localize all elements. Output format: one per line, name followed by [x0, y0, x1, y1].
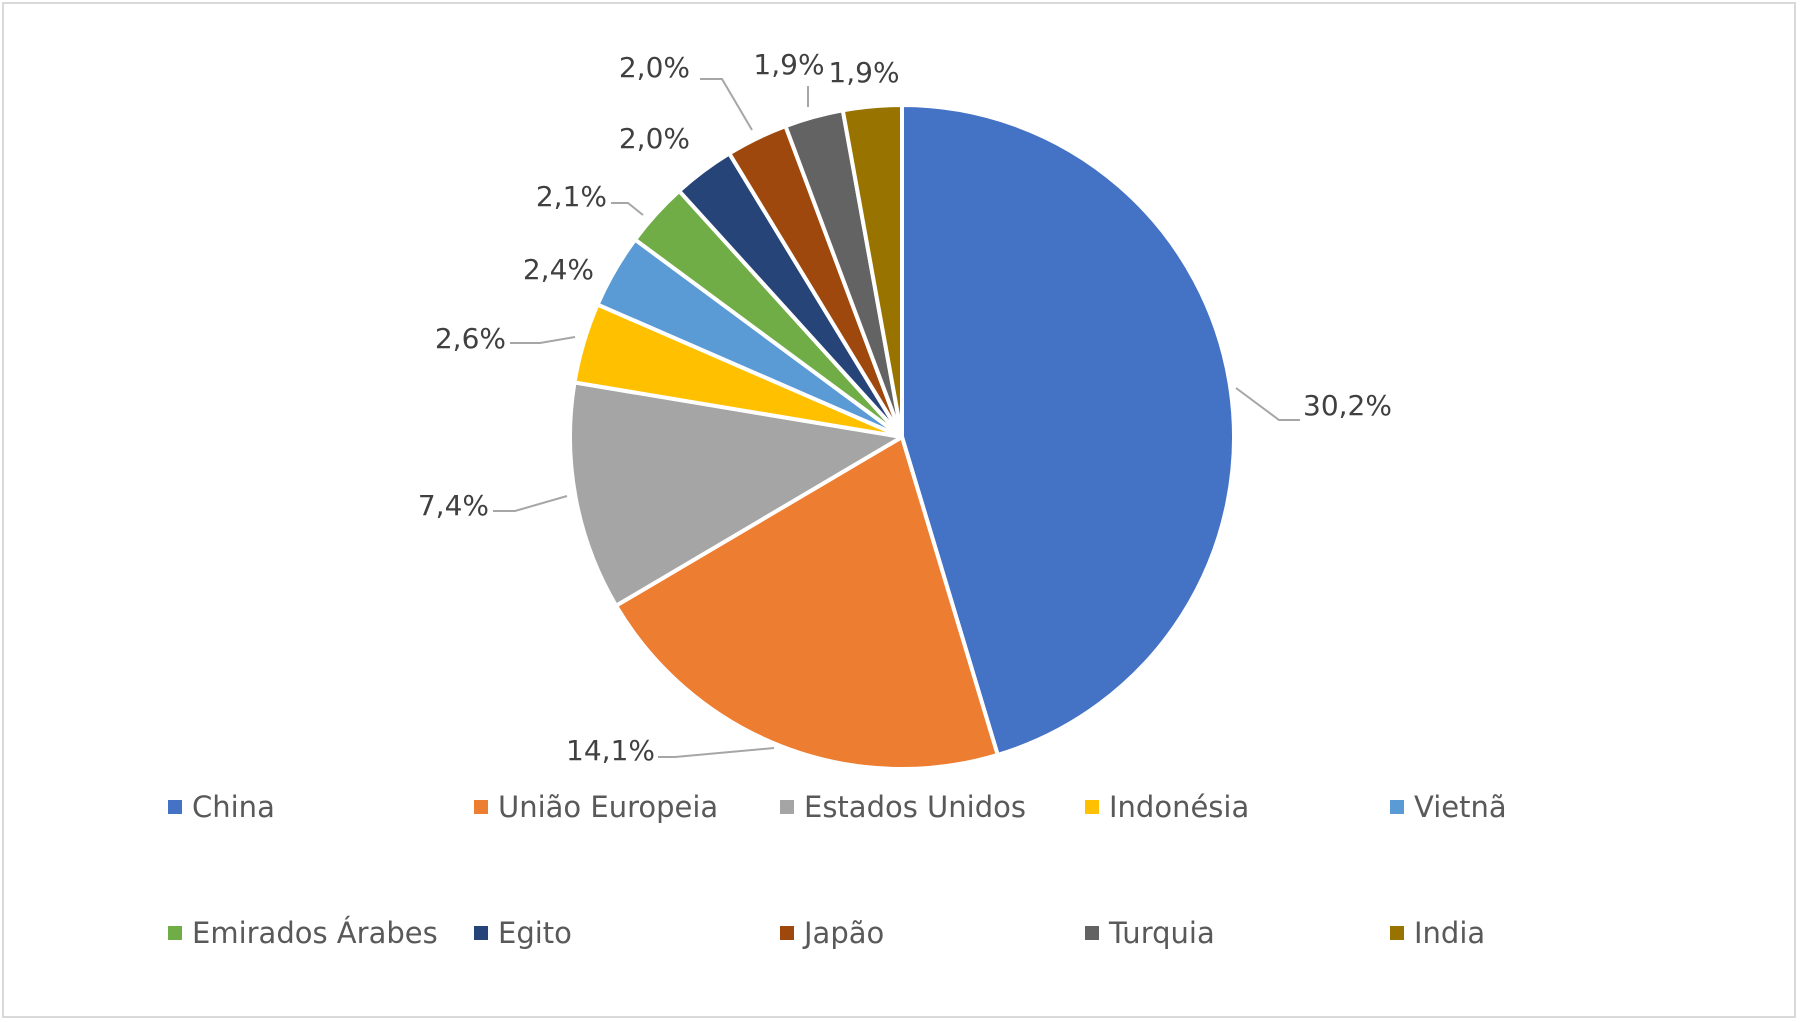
legend-label: Turquia — [1109, 916, 1215, 950]
legend-label: China — [192, 790, 275, 824]
legend-item: China — [168, 787, 275, 827]
leader-line — [493, 495, 568, 512]
legend-label: Japão — [804, 916, 885, 950]
legend-label: União Europeia — [498, 790, 719, 824]
leader-line — [611, 202, 644, 216]
pie-slices — [568, 103, 1236, 771]
data-label: 2,0% — [619, 51, 690, 84]
legend-swatch — [780, 800, 794, 814]
legend-swatch — [1390, 800, 1404, 814]
legend-item: União Europeia — [474, 787, 718, 827]
legend-swatch — [780, 926, 794, 940]
data-label: 1,9% — [753, 48, 824, 81]
leader-lines — [493, 78, 1300, 758]
data-label: 1,9% — [828, 56, 899, 89]
legend-item: India — [1390, 913, 1485, 953]
legend-swatch — [1390, 926, 1404, 940]
legend-item: Turquia — [1085, 913, 1215, 953]
legend-label: Estados Unidos — [804, 790, 1026, 824]
pie-slice-india — [840, 103, 904, 439]
pie-slice-china — [900, 103, 1236, 757]
data-label: 30,2% — [1303, 389, 1392, 422]
leader-line — [510, 336, 576, 344]
data-label: 2,6% — [435, 322, 506, 355]
data-label: 2,4% — [523, 253, 594, 286]
legend-label: Indonésia — [1109, 790, 1250, 824]
data-label: 14,1% — [566, 734, 655, 767]
legend-label: Egito — [498, 916, 572, 950]
data-label: 2,0% — [619, 122, 690, 155]
data-label: 7,4% — [418, 489, 489, 522]
data-labels: 30,2% 14,1% 7,4% 2,6% 2,4% 2,1% 2,0% 2,0% 1,9% 1,… — [418, 48, 1392, 767]
legend-swatch — [1085, 800, 1099, 814]
legend-item: Japão — [780, 913, 884, 953]
legend-swatch — [168, 800, 182, 814]
legend-swatch — [474, 926, 488, 940]
legend-label: India — [1414, 916, 1486, 950]
legend-swatch — [474, 800, 488, 814]
legend-label: Emirados Árabes — [192, 916, 438, 950]
pie-slice-uni-o-europeia — [614, 435, 1000, 771]
legend-swatch — [1085, 926, 1099, 940]
legend-item: Egito — [474, 913, 572, 953]
data-label: 2,1% — [536, 180, 607, 213]
leader-line — [658, 747, 775, 758]
legend-item: Emirados Árabes — [168, 913, 438, 953]
legend-label: Vietnã — [1414, 790, 1507, 824]
legend-item: Vietnã — [1390, 787, 1507, 827]
pie-slice-estados-unidos — [568, 380, 904, 608]
legend-swatch — [168, 926, 182, 940]
legend-item: Indonésia — [1085, 787, 1249, 827]
leader-line — [1235, 387, 1300, 421]
legend-item: Estados Unidos — [780, 787, 1026, 827]
leader-line — [700, 78, 753, 131]
